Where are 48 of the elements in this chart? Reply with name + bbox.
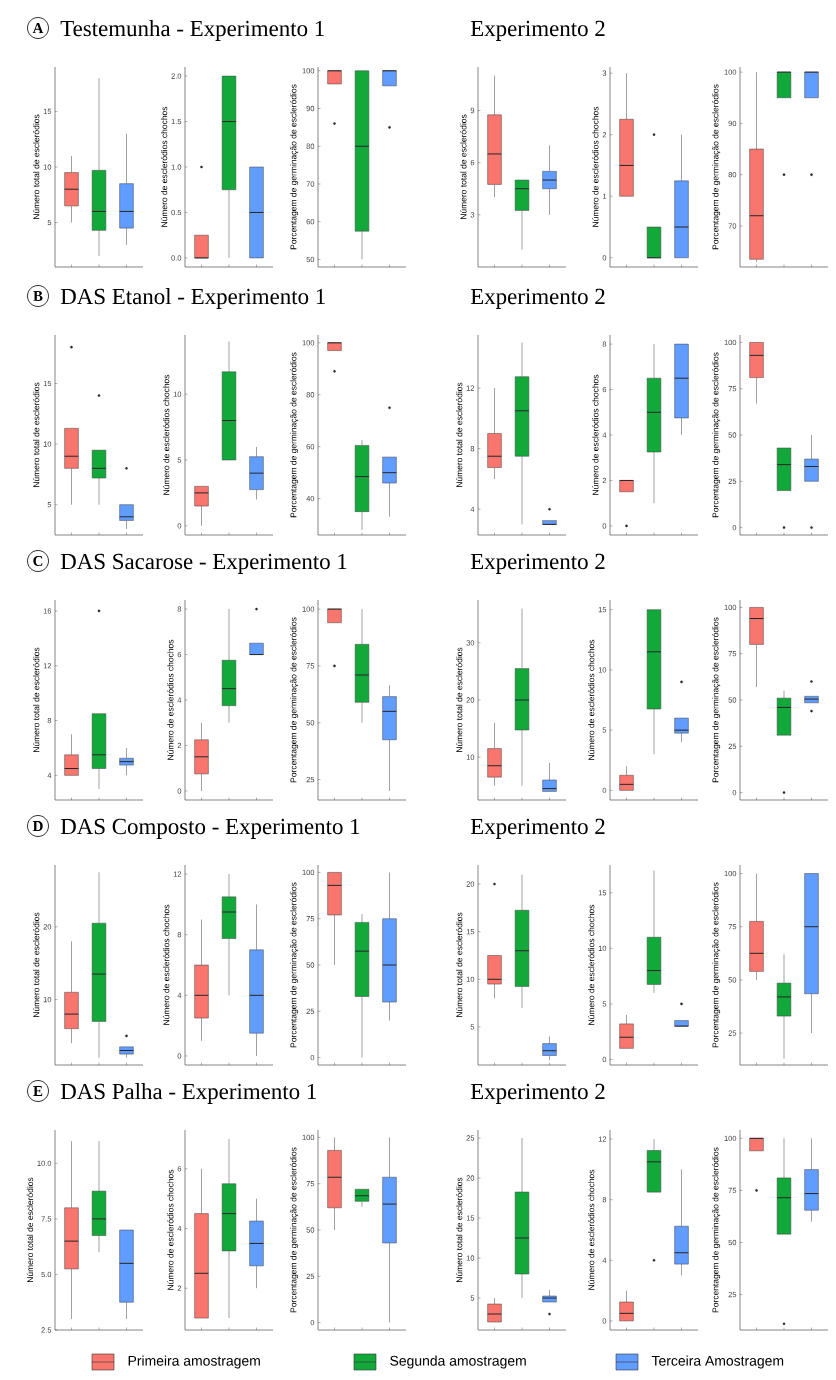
- y-axis-title: Porcentagem de germinação de escleródios: [290, 617, 299, 783]
- y-axis-title: Número de escleródios chochos: [167, 639, 174, 760]
- y-axis-title: Número de escleródios chochos: [160, 106, 168, 227]
- text: A: [32, 23, 44, 33]
- y-axis-title: Número de escleródios chochos: [167, 1169, 174, 1290]
- legend-label: Terceira Amostragem: [651, 1355, 784, 1369]
- text: DAS Composto - Experimento 1: [60, 818, 360, 839]
- y-axis-title: Porcentagem de germinação de escleródios: [290, 84, 299, 250]
- y-axis-title: Número total de escleródios: [456, 382, 463, 488]
- y-axis-title: Porcentagem de germinação de escleródios: [712, 882, 721, 1048]
- y-axis-title: Número de escleródios chochos: [163, 904, 170, 1025]
- text: D: [32, 821, 43, 831]
- y-axis-title: Porcentagem de germinação de escleródios: [290, 1147, 299, 1313]
- text: Testemunha - Experimento 1: [60, 20, 324, 41]
- chart-title: Experimento 2: [470, 553, 605, 574]
- y-axis-title: Número de escleródios chochos: [163, 374, 170, 495]
- y-axis-title: Porcentagem de germinação de escleródios: [712, 84, 721, 250]
- text: B: [33, 291, 43, 301]
- y-axis-title: Número total de escleródios: [33, 114, 40, 220]
- text: DAS Etanol - Experimento 1: [60, 288, 325, 309]
- text: E: [33, 1086, 43, 1096]
- y-axis-title: Número total de escleródios: [460, 114, 467, 220]
- y-axis-title: Porcentagem de germinação de escleródios: [712, 352, 721, 518]
- y-axis-title: Número total de escleródios: [33, 912, 40, 1018]
- y-axis-title: Porcentagem de germinação de escleródios: [712, 1147, 721, 1313]
- y-axis-title: Porcentagem de germinação de escleródios: [290, 882, 299, 1048]
- y-axis-title: Porcentagem de germinação de escleródios: [290, 352, 299, 518]
- legend-label: Primeira amostragem: [128, 1355, 260, 1369]
- text: C: [33, 555, 43, 567]
- y-axis-title: Número total de escleródios: [26, 1177, 34, 1283]
- chart-title: Experimento 2: [470, 20, 605, 41]
- chart-title: Experimento 2: [470, 818, 605, 839]
- y-axis-title: Número de escleródios chochos: [588, 639, 595, 760]
- y-axis-title: Número total de escleródios: [456, 1177, 463, 1283]
- y-axis-title: Número de escleródios chochos: [588, 1169, 595, 1290]
- y-axis-title: Número total de escleródios: [33, 647, 40, 753]
- y-axis-title: Número total de escleródios: [456, 912, 463, 1018]
- y-axis-title: Número de escleródios chochos: [592, 106, 599, 227]
- chart-title: Experimento 2: [470, 288, 605, 309]
- chart-title: Experimento 2: [470, 1083, 605, 1104]
- y-axis-title: Número total de escleródios: [456, 647, 463, 753]
- text: DAS Sacarose - Experimento 1: [60, 553, 347, 574]
- legend-label: Segunda amostragem: [390, 1355, 526, 1369]
- y-axis-title: Número de escleródios chochos: [588, 904, 595, 1025]
- y-axis-title: Número de escleródios chochos: [592, 374, 599, 495]
- chart-title: DAS Palha - Experimento 1: [60, 1083, 316, 1104]
- y-axis-title: Número total de escleródios: [33, 382, 40, 488]
- y-axis-title: Porcentagem de germinação de escleródios: [712, 617, 721, 783]
